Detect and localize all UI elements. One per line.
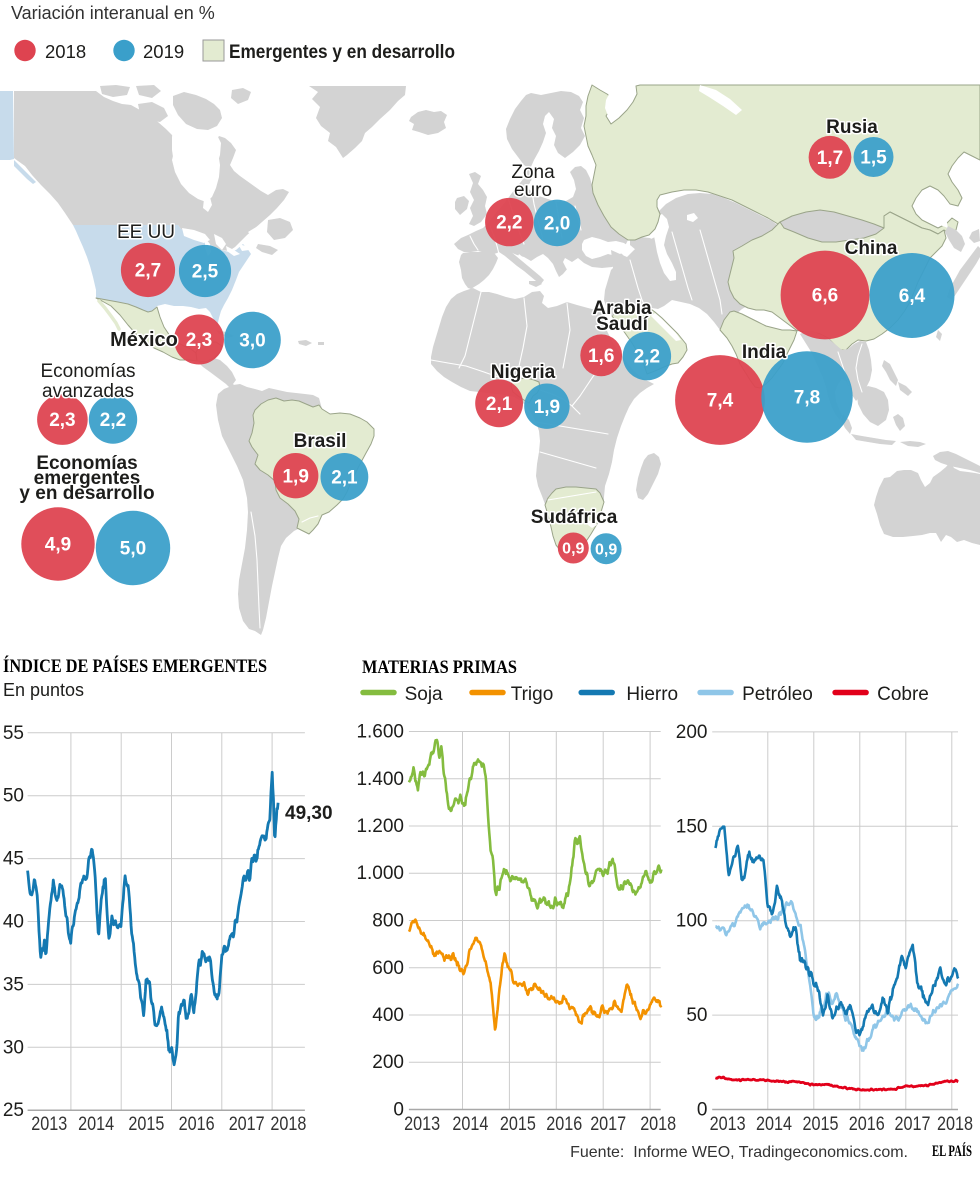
- svg-text:Zona: Zona: [511, 162, 555, 183]
- svg-text:2018: 2018: [45, 41, 86, 62]
- svg-text:Arabia: Arabia: [592, 298, 652, 319]
- svg-text:MATERIAS PRIMAS: MATERIAS PRIMAS: [362, 657, 517, 678]
- svg-text:1.400: 1.400: [356, 769, 404, 790]
- svg-text:2,0: 2,0: [544, 214, 570, 235]
- svg-text:7,8: 7,8: [794, 388, 820, 409]
- svg-text:Emergentes y en desarrollo: Emergentes y en desarrollo: [229, 42, 455, 63]
- svg-text:avanzadas: avanzadas: [42, 381, 134, 402]
- svg-text:2015: 2015: [500, 1114, 536, 1135]
- svg-text:49,30: 49,30: [285, 803, 333, 824]
- svg-text:1,9: 1,9: [534, 397, 560, 418]
- svg-text:2,7: 2,7: [135, 261, 161, 282]
- svg-text:1,7: 1,7: [817, 148, 843, 169]
- svg-text:2016: 2016: [179, 1114, 215, 1135]
- svg-text:Saudí: Saudí: [596, 314, 648, 335]
- svg-text:Nigeria: Nigeria: [491, 362, 556, 383]
- svg-text:Rusia: Rusia: [826, 117, 878, 138]
- svg-text:200: 200: [676, 722, 708, 743]
- svg-text:0,9: 0,9: [595, 541, 617, 558]
- svg-text:Cobre: Cobre: [877, 684, 929, 705]
- svg-text:Brasil: Brasil: [294, 431, 347, 452]
- svg-text:1.200: 1.200: [356, 816, 404, 837]
- svg-text:1,6: 1,6: [588, 346, 614, 367]
- svg-text:Soja: Soja: [405, 684, 443, 705]
- svg-text:Petróleo: Petróleo: [742, 684, 813, 705]
- svg-text:2019: 2019: [143, 41, 184, 62]
- svg-text:35: 35: [3, 974, 24, 995]
- svg-text:0: 0: [393, 1100, 404, 1121]
- svg-text:2018: 2018: [937, 1114, 973, 1135]
- svg-text:6,4: 6,4: [899, 286, 926, 307]
- svg-text:100: 100: [676, 911, 708, 932]
- svg-text:2014: 2014: [452, 1114, 488, 1135]
- svg-text:800: 800: [372, 911, 404, 932]
- svg-text:2014: 2014: [756, 1114, 792, 1135]
- svg-text:2013: 2013: [710, 1114, 746, 1135]
- svg-text:30: 30: [3, 1037, 24, 1058]
- svg-text:emergentes: emergentes: [34, 468, 141, 489]
- svg-text:Variación interanual en %: Variación interanual en %: [11, 3, 215, 23]
- svg-text:7,4: 7,4: [707, 391, 734, 412]
- svg-text:2018: 2018: [270, 1114, 306, 1135]
- svg-text:0,9: 0,9: [562, 541, 584, 558]
- svg-text:2,2: 2,2: [100, 410, 126, 431]
- svg-text:2013: 2013: [31, 1114, 67, 1135]
- svg-text:Hierro: Hierro: [626, 684, 678, 705]
- svg-text:México: México: [110, 329, 178, 351]
- svg-text:5,0: 5,0: [120, 539, 146, 560]
- svg-text:Trigo: Trigo: [511, 684, 554, 705]
- svg-text:1.000: 1.000: [356, 863, 404, 884]
- svg-text:600: 600: [372, 958, 404, 979]
- svg-text:Economías: Economías: [40, 361, 135, 382]
- svg-text:45: 45: [3, 849, 24, 870]
- svg-text:India: India: [742, 342, 787, 363]
- svg-text:2014: 2014: [78, 1114, 114, 1135]
- svg-text:2,3: 2,3: [49, 410, 75, 431]
- svg-text:400: 400: [372, 1005, 404, 1026]
- svg-text:2015: 2015: [803, 1114, 839, 1135]
- svg-text:China: China: [845, 238, 898, 259]
- svg-text:2,1: 2,1: [486, 394, 513, 415]
- svg-text:y en desarrollo: y en desarrollo: [19, 483, 154, 504]
- svg-text:2,2: 2,2: [634, 347, 660, 368]
- svg-text:2017: 2017: [229, 1114, 265, 1135]
- svg-text:4,9: 4,9: [45, 535, 71, 556]
- svg-text:1,9: 1,9: [282, 466, 308, 487]
- svg-text:40: 40: [3, 912, 24, 933]
- svg-text:Sudáfrica: Sudáfrica: [531, 507, 618, 528]
- svg-text:0: 0: [697, 1100, 708, 1121]
- svg-text:2017: 2017: [590, 1114, 626, 1135]
- svg-text:200: 200: [372, 1052, 404, 1073]
- svg-text:2,1: 2,1: [331, 468, 358, 489]
- svg-text:En puntos: En puntos: [3, 680, 84, 700]
- svg-text:2017: 2017: [895, 1114, 931, 1135]
- svg-text:1.600: 1.600: [356, 722, 404, 743]
- svg-text:2,3: 2,3: [186, 330, 212, 351]
- svg-text:Economías: Economías: [36, 453, 137, 474]
- svg-text:50: 50: [3, 786, 24, 807]
- svg-text:50: 50: [686, 1005, 707, 1026]
- svg-text:ÍNDICE DE PAÍSES EMERGENTES: ÍNDICE DE PAÍSES EMERGENTES: [3, 655, 267, 677]
- svg-text:2,2: 2,2: [496, 213, 522, 234]
- svg-text:2015: 2015: [128, 1114, 164, 1135]
- svg-text:1,5: 1,5: [860, 148, 887, 169]
- svg-text:2013: 2013: [404, 1114, 440, 1135]
- svg-text:55: 55: [3, 723, 24, 744]
- svg-text:2018: 2018: [640, 1114, 676, 1135]
- svg-text:150: 150: [676, 816, 708, 837]
- svg-text:2016: 2016: [546, 1114, 582, 1135]
- svg-text:6,6: 6,6: [812, 286, 838, 307]
- svg-text:Fuente: Informe WEO, Tradinge: Fuente: Informe WEO, Tradingeconomics.co…: [570, 1144, 908, 1161]
- svg-text:euro: euro: [514, 180, 552, 201]
- svg-text:EL PAÍS: EL PAÍS: [932, 1141, 972, 1160]
- svg-text:2,5: 2,5: [192, 262, 219, 283]
- svg-text:25: 25: [3, 1100, 24, 1121]
- svg-text:3,0: 3,0: [239, 331, 265, 352]
- svg-text:2016: 2016: [849, 1114, 885, 1135]
- svg-text:EE UU: EE UU: [117, 222, 175, 243]
